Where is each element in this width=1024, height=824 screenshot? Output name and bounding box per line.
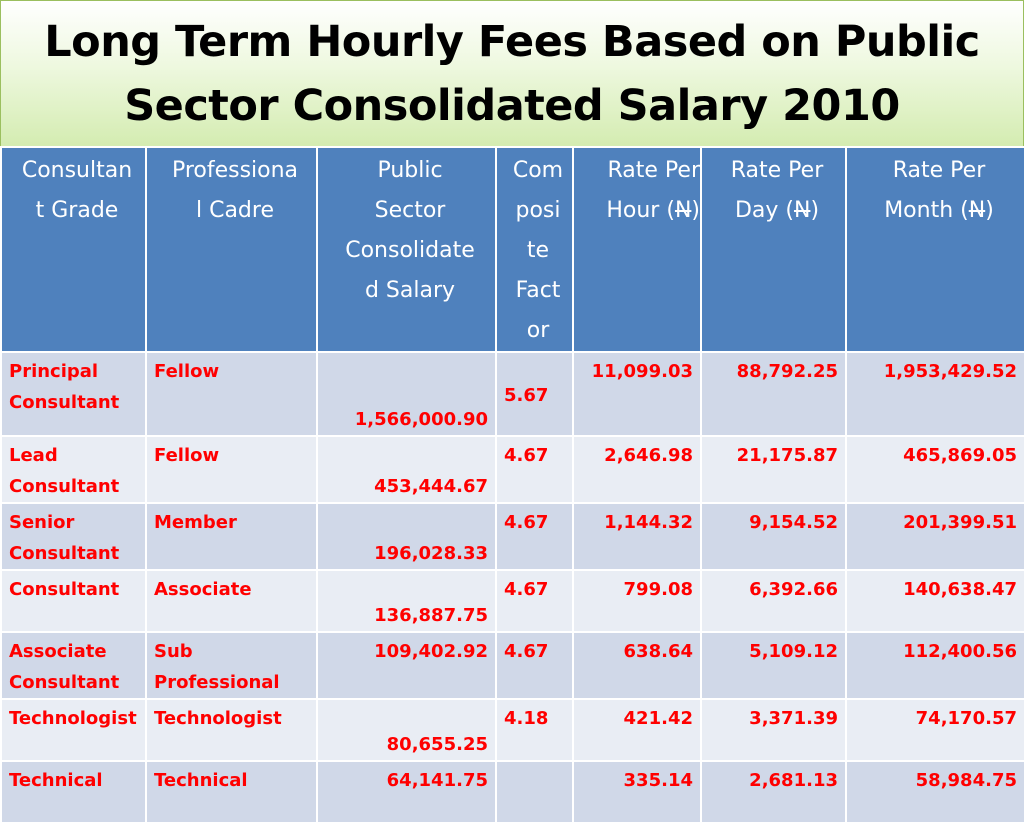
salary-cell: 64,141.75 bbox=[316, 760, 497, 824]
salary-cell: 109,402.92 bbox=[316, 631, 497, 700]
header-consolidated-salary: Public Sector Consolidate d Salary bbox=[316, 146, 497, 353]
rate-day-cell: 5,109.12 bbox=[700, 631, 847, 700]
salary-cell: 1,566,000.90 bbox=[316, 351, 497, 437]
naira-symbol: N bbox=[793, 198, 811, 223]
header-rate-per-hour: Rate Per Hour (N) bbox=[572, 146, 702, 353]
naira-symbol: N bbox=[674, 198, 692, 223]
factor-cell: 5.67 bbox=[495, 351, 574, 437]
salary-cell: 196,028.33 bbox=[316, 502, 497, 571]
grade-cell: Principal Consultant bbox=[0, 351, 147, 437]
header-composite-factor: Com posi te Fact or bbox=[495, 146, 574, 353]
rate-day-cell: 3,371.39 bbox=[700, 698, 847, 762]
header-professional-cadre: Professiona l Cadre bbox=[145, 146, 318, 353]
salary-cell: 136,887.75 bbox=[316, 569, 497, 633]
factor-cell: 4.67 bbox=[495, 631, 574, 700]
header-rate-per-day: Rate Per Day (N) bbox=[700, 146, 847, 353]
table-row: Lead Consultant Fellow 453,444.67 4.67 2,… bbox=[0, 435, 1024, 504]
header-row: Consultan t Grade Professiona l Cadre Publ… bbox=[0, 146, 1024, 353]
cadre-cell: Member bbox=[145, 502, 318, 571]
rate-day-cell: 9,154.52 bbox=[700, 502, 847, 571]
header-rate-per-month: Rate Per Month (N) bbox=[845, 146, 1024, 353]
rate-hour-cell: 638.64 bbox=[572, 631, 702, 700]
rate-hour-cell: 335.14 bbox=[572, 760, 702, 824]
naira-symbol: N bbox=[968, 198, 986, 223]
grade-cell: Senior Consultant bbox=[0, 502, 147, 571]
rate-month-cell: 58,984.75 bbox=[845, 760, 1024, 824]
rate-hour-cell: 421.42 bbox=[572, 698, 702, 762]
grade-cell: Technologist bbox=[0, 698, 147, 762]
cadre-cell: Technologist bbox=[145, 698, 318, 762]
rate-month-cell: 201,399.51 bbox=[845, 502, 1024, 571]
factor-cell: 4.67 bbox=[495, 569, 574, 633]
salary-cell: 453,444.67 bbox=[316, 435, 497, 504]
factor-cell: 4.18 bbox=[495, 698, 574, 762]
table-row: Technical Technical 64,141.75 335.14 2,6… bbox=[0, 760, 1024, 824]
rate-month-cell: 74,170.57 bbox=[845, 698, 1024, 762]
grade-cell: Associate Consultant bbox=[0, 631, 147, 700]
slide-title: Long Term Hourly Fees Based on Public Se… bbox=[0, 0, 1024, 147]
factor-cell: 4.67 bbox=[495, 502, 574, 571]
rate-month-cell: 140,638.47 bbox=[845, 569, 1024, 633]
salary-cell: 80,655.25 bbox=[316, 698, 497, 762]
rate-month-cell: 465,869.05 bbox=[845, 435, 1024, 504]
rate-day-cell: 2,681.13 bbox=[700, 760, 847, 824]
rate-day-cell: 6,392.66 bbox=[700, 569, 847, 633]
rate-hour-cell: 799.08 bbox=[572, 569, 702, 633]
cadre-cell: Fellow bbox=[145, 435, 318, 504]
rate-day-cell: 21,175.87 bbox=[700, 435, 847, 504]
grade-cell: Consultant bbox=[0, 569, 147, 633]
fees-table: Consultan t Grade Professiona l Cadre Publ… bbox=[0, 146, 1024, 824]
cadre-cell: Associate bbox=[145, 569, 318, 633]
factor-cell bbox=[495, 760, 574, 824]
rate-day-cell: 88,792.25 bbox=[700, 351, 847, 437]
rate-hour-cell: 2,646.98 bbox=[572, 435, 702, 504]
grade-cell: Lead Consultant bbox=[0, 435, 147, 504]
grade-cell: Technical bbox=[0, 760, 147, 824]
table-row: Consultant Associate 136,887.75 4.67 799… bbox=[0, 569, 1024, 633]
factor-cell: 4.67 bbox=[495, 435, 574, 504]
rate-hour-cell: 11,099.03 bbox=[572, 351, 702, 437]
rate-month-cell: 1,953,429.52 bbox=[845, 351, 1024, 437]
header-consultant-grade: Consultan t Grade bbox=[0, 146, 147, 353]
cadre-cell: Technical bbox=[145, 760, 318, 824]
title-line-1: Long Term Hourly Fees Based on Public bbox=[44, 16, 980, 67]
rate-month-cell: 112,400.56 bbox=[845, 631, 1024, 700]
table-row: Technologist Technologist 80,655.25 4.18… bbox=[0, 698, 1024, 762]
table-row: Senior Consultant Member 196,028.33 4.67 … bbox=[0, 502, 1024, 571]
cadre-cell: Fellow bbox=[145, 351, 318, 437]
table-row: Principal Consultant Fellow 1,566,000.90 … bbox=[0, 351, 1024, 437]
rate-hour-cell: 1,144.32 bbox=[572, 502, 702, 571]
title-line-2: Sector Consolidated Salary 2010 bbox=[124, 80, 900, 131]
cadre-cell: Sub Professional bbox=[145, 631, 318, 700]
table-row: Associate Consultant Sub Professional 109,… bbox=[0, 631, 1024, 700]
